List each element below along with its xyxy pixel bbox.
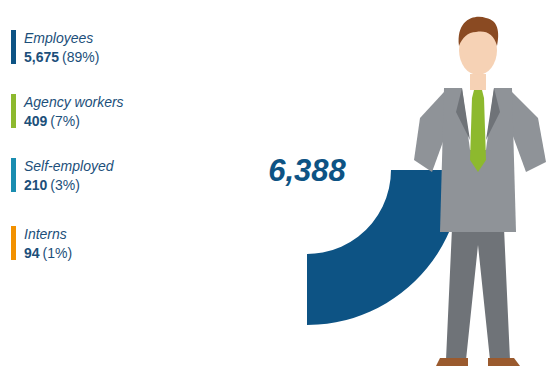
legend-number: 94 — [24, 245, 40, 261]
legend-percent: (3%) — [50, 177, 80, 193]
shoe — [436, 358, 468, 366]
legend-value: 94(1%) — [24, 245, 72, 261]
shoe — [488, 358, 520, 366]
legend-swatch — [11, 158, 16, 192]
legend-number: 409 — [24, 113, 48, 129]
neck — [470, 74, 486, 90]
legend-percent: (89%) — [62, 49, 99, 65]
legend-value: 5,675(89%) — [24, 49, 99, 65]
legend-label: Interns — [24, 226, 67, 242]
illustration — [414, 17, 546, 366]
legend-value: 210(3%) — [24, 177, 80, 193]
legs — [446, 228, 510, 360]
total-label: 6,388 — [268, 153, 346, 188]
slice — [307, 170, 462, 325]
legend-percent: (7%) — [50, 113, 80, 129]
arm — [510, 92, 546, 172]
chart: 6,388 Employees 5,675(89%) Agency workers 40… — [0, 0, 552, 372]
legend-number: 210 — [24, 177, 48, 193]
tie — [470, 90, 486, 172]
legend-percent: (1%) — [43, 245, 73, 261]
legend: Employees 5,675(89%) Agency workers 409(7%)… — [11, 30, 124, 261]
legend-label: Agency workers — [23, 94, 124, 110]
legend-label: Self-employed — [24, 158, 115, 174]
legend-number: 5,675 — [24, 49, 59, 65]
donut — [307, 170, 462, 325]
lapel — [486, 88, 500, 140]
hair — [459, 17, 499, 46]
jacket — [440, 88, 516, 232]
legend-swatch — [11, 94, 16, 128]
legend-value: 409(7%) — [24, 113, 80, 129]
legend-swatch — [11, 226, 16, 260]
legend-label: Employees — [24, 30, 93, 46]
lapel — [456, 88, 470, 140]
legend-swatch — [11, 30, 16, 64]
